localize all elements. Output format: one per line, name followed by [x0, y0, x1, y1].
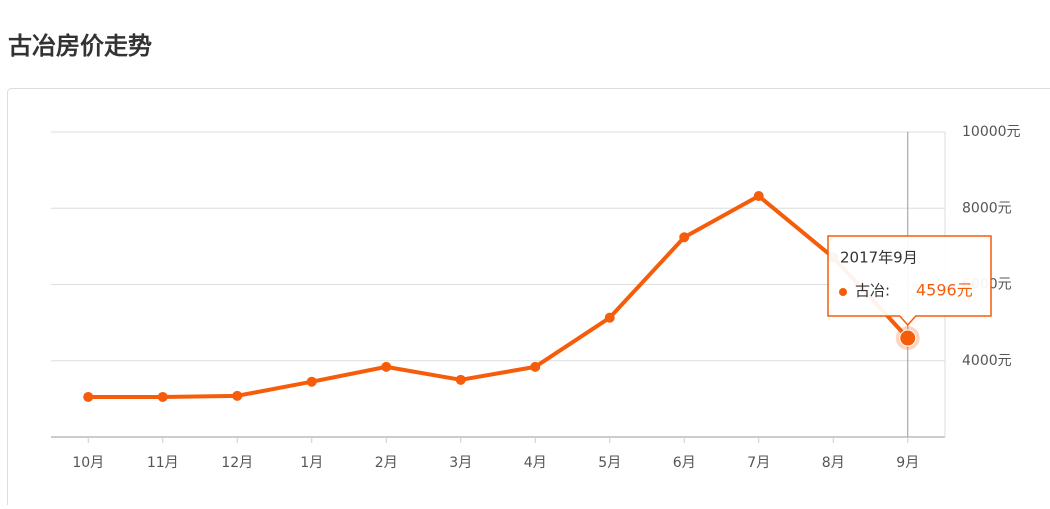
- x-tick-label: 6月: [673, 455, 696, 471]
- x-tick-label: 7月: [747, 455, 770, 471]
- x-tick-label: 2月: [375, 455, 398, 471]
- x-tick-label: 8月: [822, 455, 845, 471]
- tooltip-dot: [839, 288, 847, 296]
- point: [158, 392, 168, 402]
- point: [83, 392, 93, 402]
- tooltip-label: 古冶:: [855, 282, 890, 300]
- tooltip-title: 2017年9月: [840, 249, 918, 267]
- point: [381, 362, 391, 372]
- point: [530, 362, 540, 372]
- point: [456, 375, 466, 385]
- point: [900, 330, 916, 346]
- chart-title: 古冶房价走势: [8, 32, 152, 60]
- line: [88, 196, 908, 397]
- tooltip-value: 4596元: [916, 281, 973, 300]
- point: [307, 377, 317, 387]
- x-tick-label: 3月: [449, 455, 472, 471]
- x-tick-label: 1月: [300, 455, 323, 471]
- x-tick-label: 4月: [524, 455, 547, 471]
- x-tick-label: 9月: [896, 455, 919, 471]
- point: [679, 232, 689, 242]
- y-tick-label: 8000元: [962, 200, 1012, 216]
- point: [754, 191, 764, 201]
- x-tick-label: 12月: [221, 455, 253, 471]
- y-tick-label: 4000元: [962, 353, 1012, 369]
- x-tick-label: 10月: [72, 455, 104, 471]
- x-tick-label: 5月: [598, 455, 621, 471]
- point: [605, 313, 615, 323]
- y-tick-label: 10000元: [962, 124, 1021, 140]
- x-tick-label: 11月: [147, 455, 179, 471]
- point: [232, 391, 242, 401]
